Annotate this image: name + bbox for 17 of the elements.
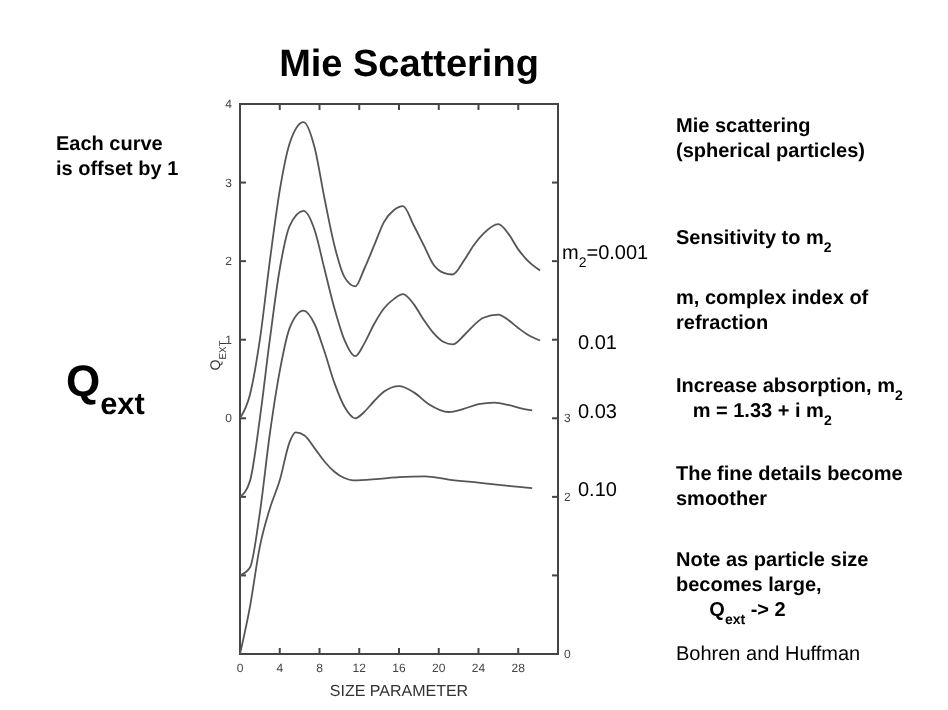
text: Sensitivity to m$_{2}$ (676, 228, 832, 255)
text: Bohren and Huffman (676, 644, 861, 666)
text: Increase absorption, m$_{2}$ m = 1.33 + i m$_{2}$ (676, 376, 903, 428)
text: Mie scattering (spherical particles) (676, 116, 865, 163)
text: m, complex index of refraction (676, 288, 870, 335)
text: 0.03 (578, 402, 618, 425)
chart-title: Mie Scattering (279, 44, 539, 86)
line-series (239, 121, 542, 420)
x-axis-title: SIZE PARAMETER (329, 682, 469, 700)
text: 0.10 (578, 480, 618, 503)
line-series (239, 209, 542, 498)
series-label: 0.01 (578, 332, 618, 355)
series-label: m$_{2}$=0.001 (562, 242, 650, 270)
text: Q$_{ext}$ (66, 356, 145, 421)
text: The fine details become smoother (676, 464, 904, 511)
text: Each curve is offset by 1 (56, 134, 180, 181)
text: Note as particle size becomes large, Q$_{ext}$ -> 2 (676, 550, 870, 627)
